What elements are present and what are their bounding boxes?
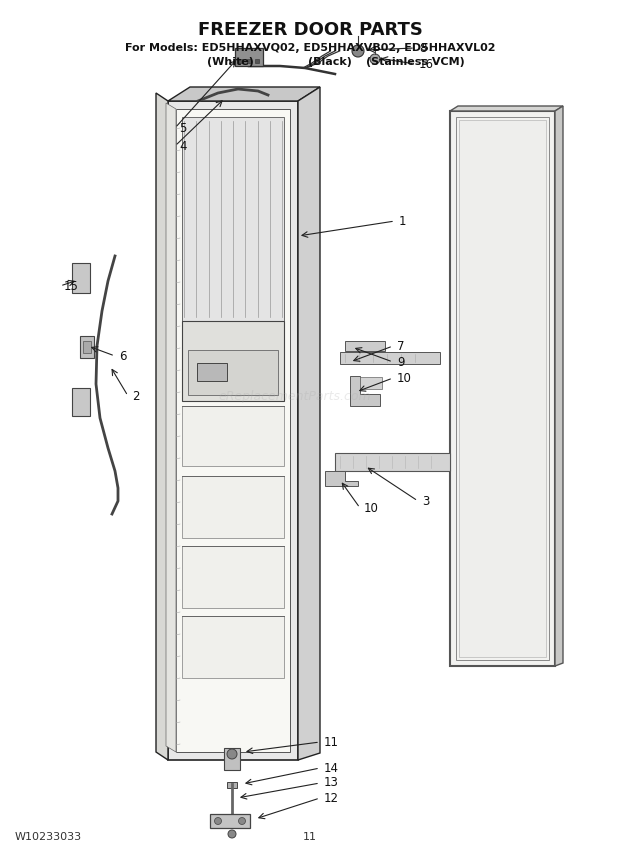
Bar: [345, 341, 385, 351]
Polygon shape: [450, 106, 563, 111]
Bar: [182, 321, 284, 401]
Bar: [360, 377, 382, 389]
Text: 14: 14: [324, 762, 339, 775]
Text: 10: 10: [397, 372, 412, 384]
Polygon shape: [210, 814, 250, 828]
Text: 15: 15: [64, 280, 79, 293]
Circle shape: [370, 54, 380, 64]
Text: 6: 6: [119, 349, 126, 362]
Bar: [235, 48, 263, 66]
Text: 11: 11: [303, 832, 317, 842]
Polygon shape: [182, 546, 284, 608]
Polygon shape: [555, 106, 563, 666]
Bar: [83, 341, 91, 353]
Text: W10233033: W10233033: [15, 832, 82, 842]
Bar: [224, 748, 240, 770]
Text: FREEZER DOOR PARTS: FREEZER DOOR PARTS: [198, 21, 422, 39]
Polygon shape: [325, 471, 358, 486]
Text: 3: 3: [422, 495, 430, 508]
Circle shape: [239, 817, 246, 824]
Bar: [450, 111, 555, 666]
Text: eReplacementParts.com: eReplacementParts.com: [219, 389, 371, 402]
Polygon shape: [168, 87, 320, 101]
Bar: [72, 263, 90, 293]
Text: 5: 5: [179, 122, 187, 134]
Bar: [239, 59, 243, 63]
Bar: [335, 453, 450, 471]
Text: 16: 16: [419, 57, 434, 70]
Text: 8: 8: [419, 41, 427, 55]
Text: 2: 2: [132, 389, 140, 402]
Bar: [182, 117, 284, 321]
Text: 12: 12: [324, 792, 339, 805]
Text: (Black): (Black): [308, 57, 352, 67]
Polygon shape: [182, 406, 284, 466]
Bar: [459, 120, 546, 657]
Polygon shape: [156, 93, 168, 760]
Polygon shape: [166, 103, 176, 752]
Circle shape: [352, 45, 364, 57]
Bar: [340, 352, 440, 364]
Bar: [188, 350, 278, 395]
Polygon shape: [350, 376, 380, 406]
Text: For Models: ED5HHAXVQ02, ED5HHAXVB02, ED5HHAXVL02: For Models: ED5HHAXVQ02, ED5HHAXVB02, ED…: [125, 43, 495, 53]
Polygon shape: [182, 616, 284, 678]
Bar: [227, 782, 237, 788]
Polygon shape: [298, 87, 320, 760]
Polygon shape: [176, 109, 290, 752]
Polygon shape: [168, 101, 298, 760]
Text: 4: 4: [179, 140, 187, 152]
Bar: [255, 59, 259, 63]
Bar: [80, 336, 94, 358]
Text: 7: 7: [397, 340, 404, 353]
Bar: [197, 363, 227, 381]
Text: (Stainless VCM): (Stainless VCM): [366, 57, 464, 67]
Text: 13: 13: [324, 776, 339, 789]
Bar: [72, 388, 90, 416]
Text: 9: 9: [397, 355, 404, 368]
Circle shape: [227, 749, 237, 759]
Text: 10: 10: [364, 502, 379, 514]
Bar: [456, 117, 549, 660]
Text: 11: 11: [324, 735, 339, 748]
Polygon shape: [182, 476, 284, 538]
Bar: [247, 59, 251, 63]
Text: (White): (White): [206, 57, 254, 67]
Circle shape: [215, 817, 221, 824]
Text: 1: 1: [399, 215, 407, 228]
Circle shape: [228, 830, 236, 838]
